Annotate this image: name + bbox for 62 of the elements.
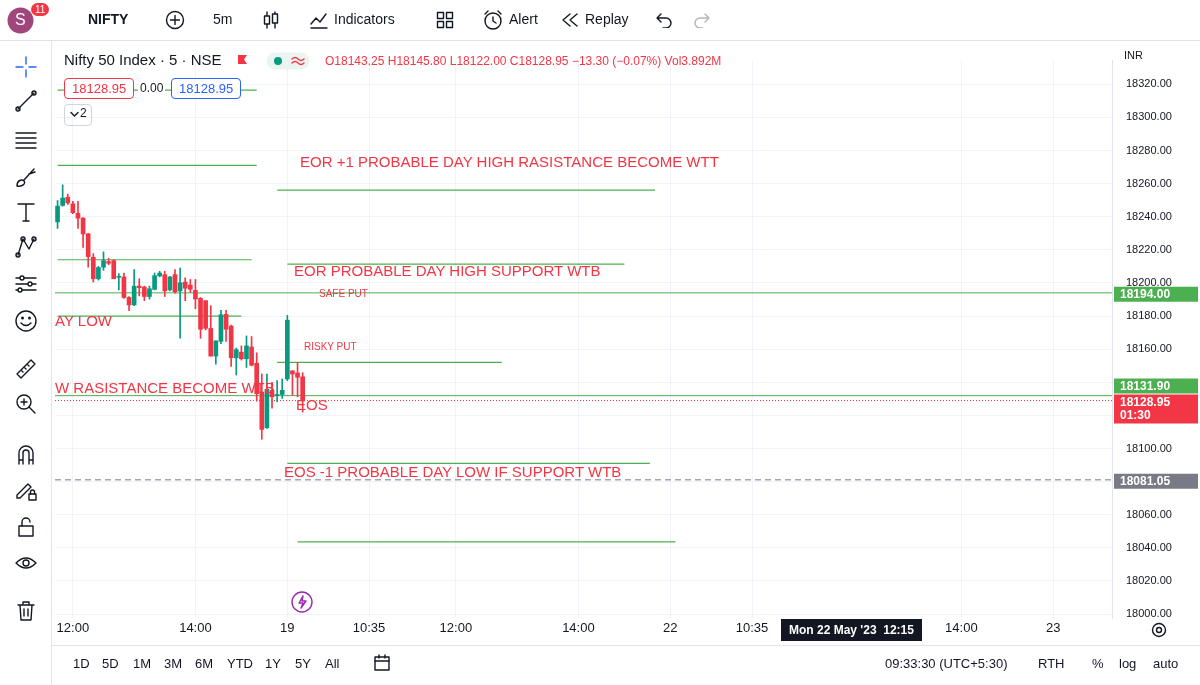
annotation: EOR PROBABLE DAY HIGH SUPPORT WTB: [294, 262, 601, 279]
y-tick-label: 18220.00: [1126, 242, 1172, 255]
y-tick-label: 18160.00: [1126, 342, 1172, 355]
annotation: 0.00: [138, 80, 166, 96]
y-tick-label: 18100.00: [1126, 441, 1172, 454]
y-tick-label: 18240.00: [1126, 209, 1172, 222]
text: 1M: [133, 656, 152, 671]
x-tick-label: 23: [1046, 620, 1061, 636]
x-tick-label: 22: [663, 620, 678, 636]
y-tick-label: 18060.00: [1126, 507, 1172, 520]
y-tick-label: 18020.00: [1126, 573, 1172, 586]
text: NIFTY: [88, 11, 129, 27]
text: 11: [31, 3, 50, 16]
y-tick-label: 18000.00: [1126, 607, 1172, 620]
text: Mon 22 May '23 12:15: [781, 619, 922, 641]
annotation: RISKY PUT: [304, 341, 357, 352]
text: 5Y: [295, 656, 311, 671]
text: 5D: [102, 656, 119, 671]
y-tick-label: 18200.00: [1126, 275, 1172, 288]
y-tick-label: 18180.00: [1126, 309, 1172, 322]
ref-line-label: 18194.00: [1120, 287, 1171, 302]
text: 6M: [195, 656, 214, 671]
y-tick-label: 18300.00: [1126, 110, 1172, 123]
x-tick-label: 14:00: [945, 620, 978, 636]
y-tick-label: 18280.00: [1126, 143, 1172, 156]
chart-subtitle: O18143.25 H18145.80 L18122.00 C18128.95 −13.30 (−0.07%) Vol3.892M: [325, 54, 722, 68]
annotation: AY LOW: [55, 312, 112, 329]
annotation: EOR +1 PROBABLE DAY HIGH RASISTANCE BECOME WTT: [300, 153, 719, 170]
x-tick-label: 19: [280, 620, 295, 636]
annotation: 2: [80, 106, 87, 120]
x-tick-label: 14:00: [179, 620, 212, 636]
text: Alert: [509, 11, 538, 27]
text: auto: [1153, 656, 1179, 671]
ref-line-label: 18131.90: [1120, 378, 1171, 393]
text: 1Y: [265, 656, 281, 671]
x-tick-label: 14:00: [562, 620, 595, 636]
ref-line-label: 18081.05: [1120, 474, 1171, 489]
text: 09:33:30 (UTC+5:30): [885, 656, 1008, 671]
text: RTH: [1038, 656, 1065, 671]
text: 1D: [73, 656, 90, 671]
text: %: [1092, 656, 1104, 671]
y-tick-label: 18260.00: [1126, 176, 1172, 189]
text: INR: [1124, 49, 1143, 61]
x-tick-label: 10:35: [352, 620, 386, 636]
ref-line-label: 18128.95 01:30: [1120, 394, 1171, 422]
text: All: [325, 656, 340, 671]
text: Replay: [585, 11, 629, 27]
y-tick-label: 18040.00: [1126, 540, 1172, 553]
chart-title: Nifty 50 Index · 5 · NSE: [64, 51, 222, 68]
x-tick-label: 10:35: [735, 620, 769, 636]
annotation: 18128.95: [171, 78, 242, 99]
text: 5m: [213, 11, 233, 27]
x-tick-label: 12:00: [56, 620, 90, 636]
annotation: 18128.95: [64, 78, 135, 99]
annotation: EOS -1 PROBABLE DAY LOW IF SUPPORT WTB: [284, 463, 622, 480]
x-tick-label: 12:00: [439, 620, 473, 636]
y-tick-label: 18320.00: [1126, 77, 1172, 90]
text: S: [15, 11, 26, 29]
text: log: [1119, 656, 1137, 671]
text: Indicators: [334, 11, 395, 27]
text: YTD: [227, 656, 253, 671]
text: 3M: [164, 656, 183, 671]
